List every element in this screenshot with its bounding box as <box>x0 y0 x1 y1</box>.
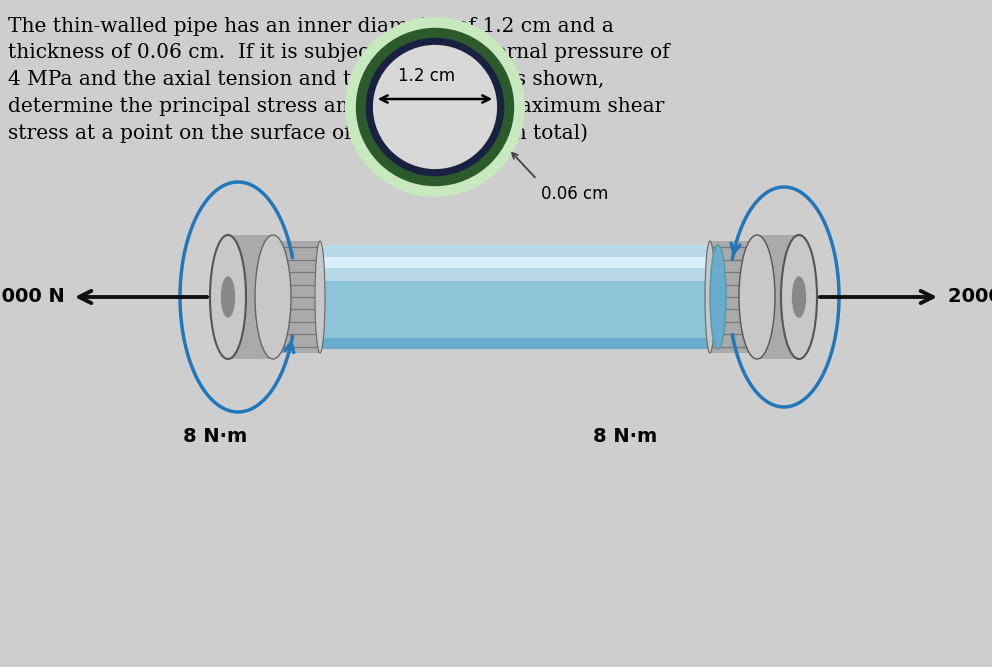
Bar <box>757 235 799 359</box>
Ellipse shape <box>739 235 775 359</box>
Bar <box>232 257 718 268</box>
Circle shape <box>356 28 514 186</box>
Text: The thin-walled pipe has an inner diameter of 1.2 cm and a
thickness of 0.06 cm.: The thin-walled pipe has an inner diamet… <box>8 17 670 143</box>
Ellipse shape <box>792 276 806 317</box>
Text: 8 N·m: 8 N·m <box>593 428 657 446</box>
Text: 2000 N: 2000 N <box>0 287 65 307</box>
Bar <box>232 338 718 349</box>
Circle shape <box>373 45 497 169</box>
Text: 0.06 cm: 0.06 cm <box>541 185 608 203</box>
Text: 2000 N: 2000 N <box>948 287 992 307</box>
Ellipse shape <box>221 276 235 317</box>
Ellipse shape <box>255 235 291 359</box>
Bar <box>710 241 762 353</box>
Circle shape <box>345 17 525 197</box>
Ellipse shape <box>224 245 240 349</box>
Ellipse shape <box>781 235 817 359</box>
Bar <box>232 245 718 281</box>
Ellipse shape <box>315 241 325 353</box>
Bar <box>232 266 718 338</box>
Bar <box>228 235 273 359</box>
Text: 1.2 cm: 1.2 cm <box>399 67 455 85</box>
Text: 8 N·m: 8 N·m <box>183 428 247 446</box>
Ellipse shape <box>705 241 715 353</box>
Ellipse shape <box>210 235 246 359</box>
Circle shape <box>366 38 504 176</box>
Ellipse shape <box>710 245 726 349</box>
Bar <box>268 241 320 353</box>
